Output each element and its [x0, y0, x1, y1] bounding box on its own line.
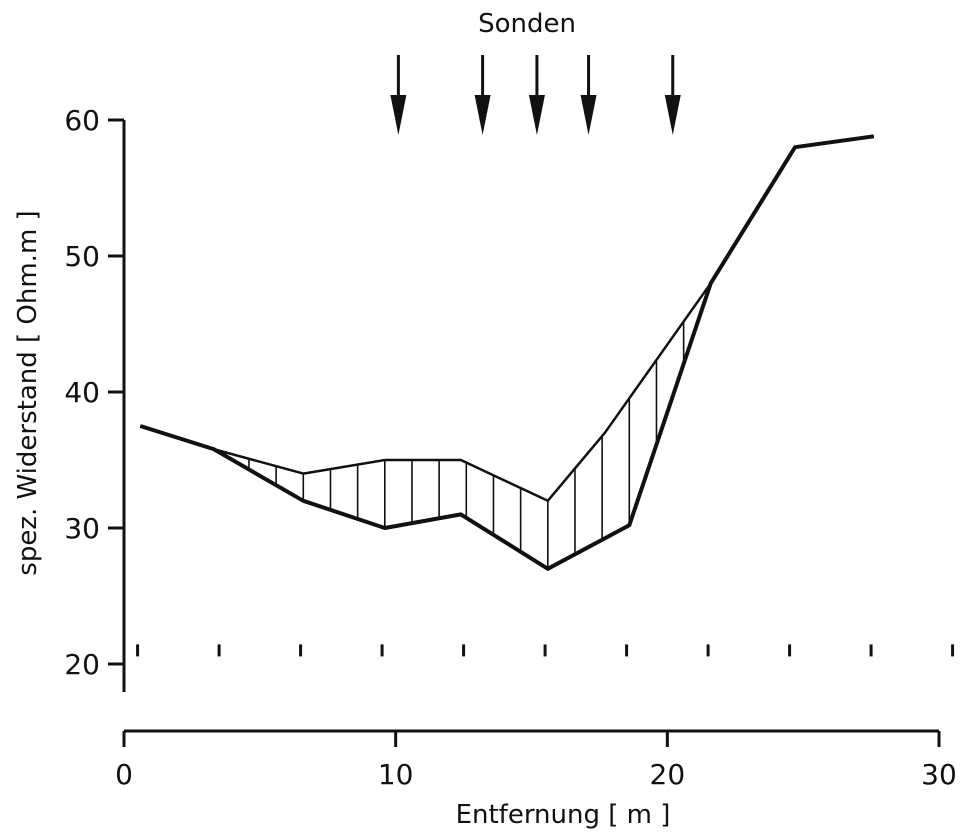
x-tick-label-0: 0 — [115, 758, 133, 791]
y-tick-label-60: 60 — [64, 104, 100, 137]
minor-marks — [136, 644, 955, 657]
x-axis-title: Entfernung [ m ] — [456, 800, 671, 830]
probe-arrow-head-3 — [528, 95, 545, 135]
y-tick-label-30: 30 — [64, 512, 100, 545]
probe-arrow-head-2 — [474, 95, 491, 135]
x-tick-label-30: 30 — [921, 758, 957, 791]
y-axis-title: spez. Widerstand [ Ohm.m ] — [13, 210, 43, 575]
probe-arrow-head-1 — [390, 95, 407, 135]
series-line-2 — [139, 134, 875, 571]
hatched-difference-area — [221, 321, 685, 569]
series-lines — [139, 134, 875, 571]
y-tick-label-40: 40 — [64, 376, 100, 409]
y-ticks: 20 30 40 50 60 — [64, 104, 124, 681]
series-line-1 — [139, 135, 874, 503]
probe-arrows — [390, 55, 681, 135]
x-tick-label-10: 10 — [378, 758, 414, 791]
sonden-label: Sonden — [478, 9, 576, 39]
y-tick-label-20: 20 — [64, 648, 100, 681]
x-ticks: 0 10 20 30 — [115, 731, 957, 791]
probe-arrow-head-5 — [664, 95, 681, 135]
probe-arrow-head-4 — [580, 95, 597, 135]
y-tick-label-50: 50 — [64, 240, 100, 273]
x-tick-label-20: 20 — [650, 758, 686, 791]
